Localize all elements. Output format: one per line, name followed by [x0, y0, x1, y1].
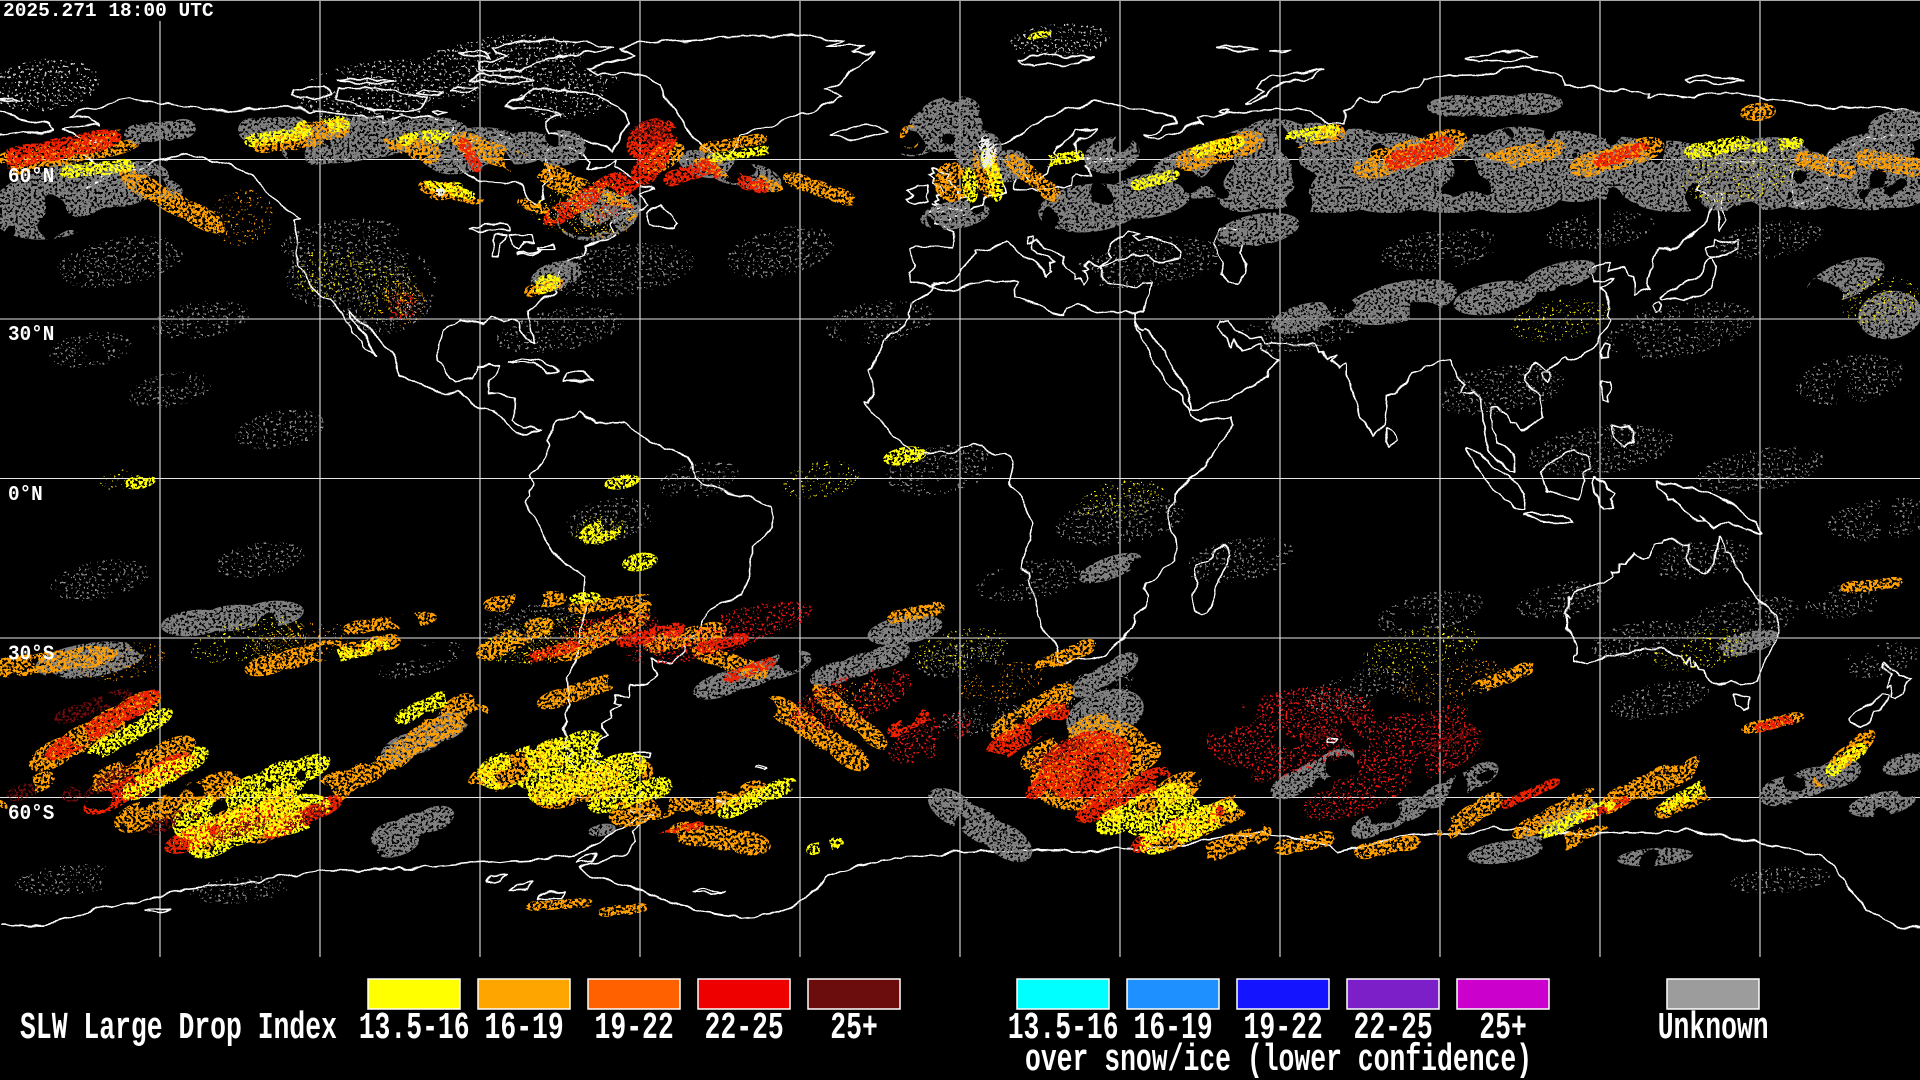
svg-text:13.5-16: 13.5-16 — [1008, 1007, 1119, 1050]
svg-text:30°S: 30°S — [8, 643, 54, 667]
svg-text:60°N: 60°N — [8, 165, 54, 189]
svg-text:SLW Large Drop Index: SLW Large Drop Index — [20, 1007, 337, 1050]
svg-text:13.5-16: 13.5-16 — [359, 1007, 470, 1050]
svg-text:19-22: 19-22 — [595, 1007, 674, 1050]
svg-text:2025.271 18:00 UTC: 2025.271 18:00 UTC — [3, 0, 214, 22]
svg-text:over snow/ice (lower confidenc: over snow/ice (lower confidence) — [1025, 1039, 1532, 1080]
svg-text:19-22: 19-22 — [1244, 1007, 1323, 1050]
svg-text:60°S: 60°S — [8, 802, 54, 826]
svg-text:30°N: 30°N — [8, 323, 54, 347]
svg-text:Unknown: Unknown — [1658, 1007, 1769, 1050]
svg-text:22-25: 22-25 — [705, 1007, 784, 1050]
svg-text:22-25: 22-25 — [1353, 1007, 1432, 1050]
svg-text:25+: 25+ — [830, 1007, 878, 1050]
svg-text:25+: 25+ — [1479, 1007, 1527, 1050]
svg-text:16-19: 16-19 — [1134, 1007, 1213, 1050]
svg-text:0°N: 0°N — [8, 483, 43, 507]
svg-text:16-19: 16-19 — [484, 1007, 563, 1050]
